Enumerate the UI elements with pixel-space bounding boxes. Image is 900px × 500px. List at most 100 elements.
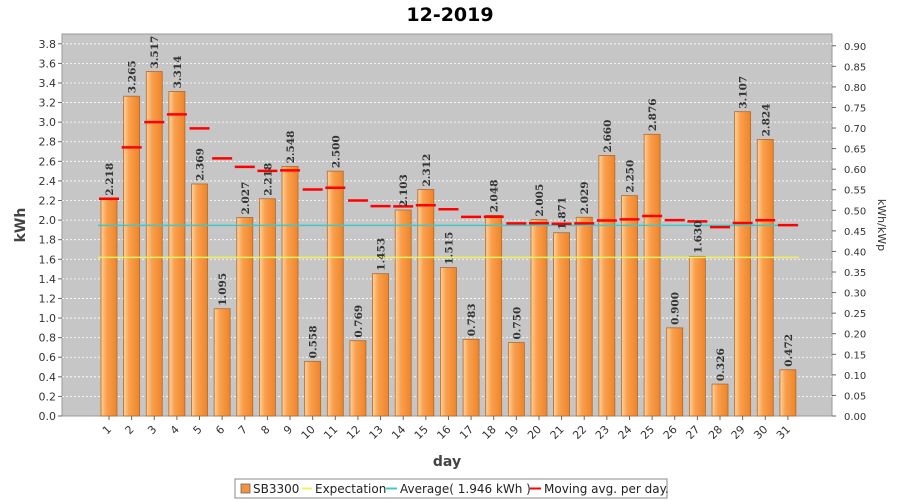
data-label: 1.630 <box>692 220 704 253</box>
y-tick-label: 3.2 <box>39 97 57 110</box>
legend-item-expectation: Expectation <box>315 482 386 496</box>
bar <box>372 273 389 417</box>
y-tick-label: 3.4 <box>39 77 57 90</box>
x-tick-label: 10 <box>299 423 318 442</box>
y2-tick-label: 0.90 <box>844 42 866 53</box>
bar <box>621 195 638 417</box>
bar <box>259 198 276 417</box>
bar <box>485 215 503 417</box>
bar <box>530 219 548 417</box>
data-label: 2.548 <box>285 131 297 164</box>
bar <box>440 267 457 417</box>
data-label: 1.871 <box>557 197 569 230</box>
x-tick-label: 22 <box>570 423 589 442</box>
bar <box>779 369 797 417</box>
reference-lines <box>98 224 799 259</box>
data-label: 2.027 <box>240 182 252 215</box>
bar <box>575 216 593 417</box>
x-axis-label: day <box>433 454 461 470</box>
bar <box>643 133 661 417</box>
y2-tick-label: 0.50 <box>844 206 866 217</box>
y2-tick-label: 0.60 <box>844 165 866 176</box>
data-label: 0.900 <box>670 292 682 325</box>
x-tick-label: 19 <box>502 423 521 442</box>
data-label: 2.250 <box>624 160 636 193</box>
x-tick-label: 16 <box>434 423 453 442</box>
y2-tick-label: 0.85 <box>844 62 866 73</box>
y2-tick-label: 0.70 <box>844 124 866 135</box>
bar <box>507 342 525 417</box>
data-label: 3.517 <box>149 36 161 69</box>
bar <box>191 183 208 417</box>
data-label: 0.769 <box>353 305 365 338</box>
y-tick-label: 2.6 <box>39 155 57 168</box>
y-tick-label: 0.6 <box>39 351 57 364</box>
data-label: 2.218 <box>262 163 274 196</box>
data-label: 2.660 <box>602 120 614 153</box>
bar <box>123 95 141 417</box>
legend-item-average: Average( 1.946 kWh ) <box>400 482 531 496</box>
bar <box>711 383 729 417</box>
data-label: 3.107 <box>738 76 750 109</box>
x-tick-label: 25 <box>638 423 657 442</box>
y-tick-label: 0.2 <box>39 390 57 403</box>
x-tick-label: 21 <box>548 423 567 442</box>
moving-average-marks <box>99 113 798 229</box>
y2-tick-label: 0.40 <box>844 247 866 258</box>
x-tick-label: 11 <box>321 423 340 442</box>
bar <box>756 138 774 417</box>
legend-box <box>234 478 668 499</box>
y2-tick-label: 0.30 <box>844 289 866 300</box>
x-tick-label: 28 <box>706 423 725 442</box>
bar <box>213 308 231 417</box>
y2-tick-label: 0.10 <box>844 371 866 382</box>
data-label: 2.369 <box>195 148 207 181</box>
x-tick-label: 15 <box>412 423 431 442</box>
bars <box>100 71 797 417</box>
bar <box>100 198 118 417</box>
x-tick-label: 13 <box>367 423 386 442</box>
y-tick-label: 0.8 <box>39 332 57 345</box>
x-tick-label: 4 <box>168 423 182 437</box>
legend-item-moving-avg: Moving avg. per day. <box>544 482 669 496</box>
y2-axis-label: kWh/kWp <box>875 199 888 251</box>
bar <box>349 340 367 417</box>
y-tick-label: 2.4 <box>39 175 57 188</box>
bar <box>734 111 752 417</box>
x-axis-ticks: 1 2 3 4 5 6 7 8 9 10 11 12 13 14 15 16 17 18 19 20 21 22 23 24 2… <box>100 416 793 442</box>
y-tick-label: 3.0 <box>39 116 57 129</box>
data-labels: 2.218 3.265 3.517 3.314 2.369 1.095 2.027 2.218… <box>104 36 795 381</box>
y2-tick-label: 0.45 <box>844 227 866 238</box>
data-label: 0.326 <box>715 348 727 381</box>
x-tick-label: 6 <box>213 423 227 437</box>
bar <box>553 232 570 417</box>
data-label: 1.515 <box>443 232 455 265</box>
bar <box>326 170 344 417</box>
y-tick-label: 0.0 <box>39 410 57 423</box>
bar <box>666 327 684 417</box>
data-label: 3.265 <box>127 60 139 93</box>
data-label: 0.750 <box>511 307 523 340</box>
chart-title: 12-2019 <box>406 4 493 26</box>
x-tick-label: 2 <box>123 423 137 437</box>
bar <box>394 209 412 417</box>
y2-tick-label: 0.75 <box>844 103 866 114</box>
legend-item-sb3300: SB3300 <box>253 482 299 496</box>
x-tick-label: 30 <box>751 423 770 442</box>
y-tick-label: 2.8 <box>39 136 57 149</box>
y2-axis-ticks: 0.00 0.05 0.10 0.15 0.20 0.25 0.30 0.35 0.40 0.45… <box>832 42 866 423</box>
x-tick-label: 24 <box>616 423 635 442</box>
data-label: 1.453 <box>376 238 388 271</box>
x-tick-label: 29 <box>729 423 748 442</box>
bar <box>168 90 186 417</box>
x-tick-label: 8 <box>258 423 272 437</box>
x-tick-label: 14 <box>389 423 408 442</box>
y2-tick-label: 0.80 <box>844 83 866 94</box>
x-tick-label: 18 <box>480 423 499 442</box>
y2-tick-label: 0.35 <box>844 268 866 279</box>
y-axis-label: kWh <box>13 208 29 243</box>
data-label: 1.095 <box>217 273 229 306</box>
y-tick-label: 2.0 <box>39 214 57 227</box>
x-tick-label: 7 <box>236 423 250 437</box>
data-label: 2.824 <box>760 104 772 137</box>
